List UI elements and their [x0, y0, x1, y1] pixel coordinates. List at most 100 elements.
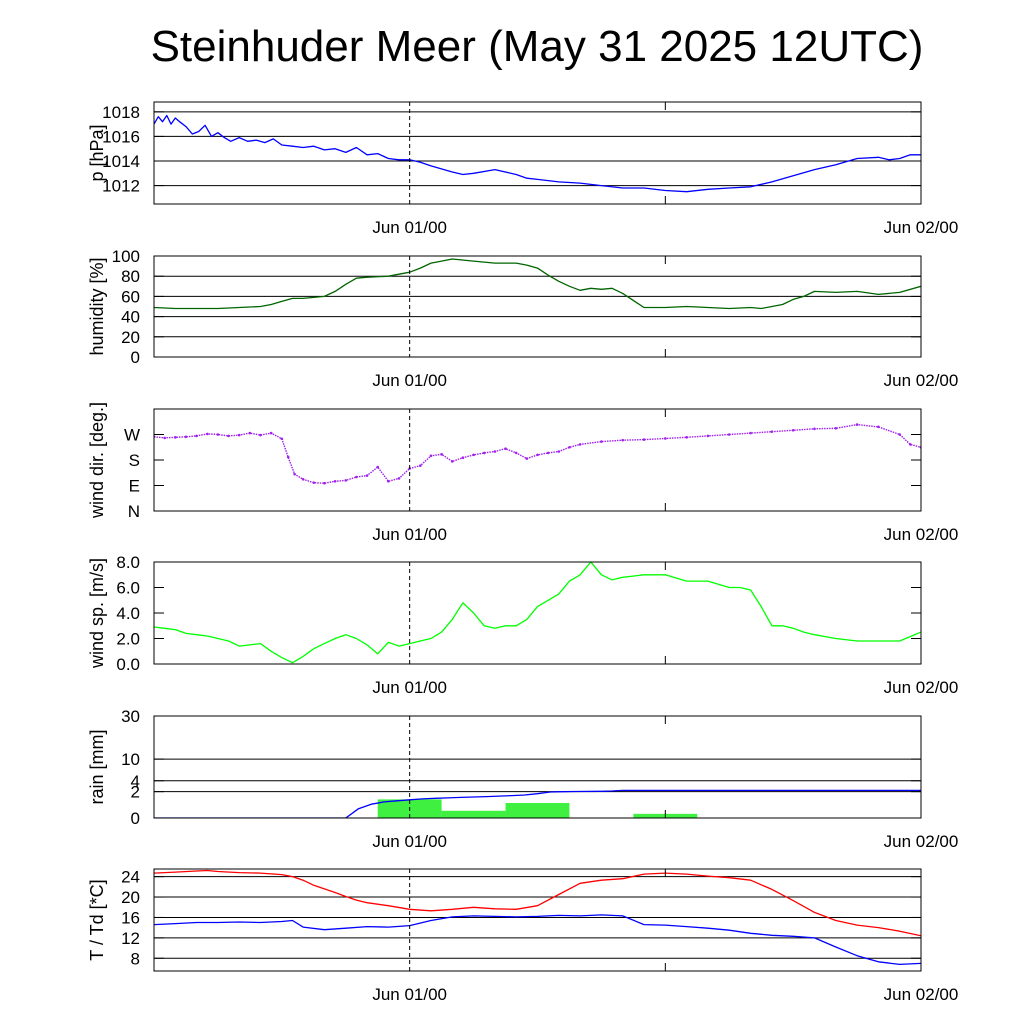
data-point [293, 472, 296, 476]
series-line-wind-speed-0 [154, 562, 921, 664]
series-line-wind-direction [154, 423, 921, 484]
data-point [365, 474, 369, 477]
y-tick-label: 20 [121, 888, 140, 907]
plot-frame [153, 868, 922, 972]
x-tick-label: Jun 02/00 [884, 218, 959, 237]
data-point [525, 457, 529, 460]
chart-title: Steinhuder Meer (May 31 2025 12UTC) [150, 22, 924, 71]
data-point [312, 481, 316, 484]
data-point [706, 434, 710, 438]
data-point [909, 443, 912, 446]
y-axis-label: humidity [%] [87, 257, 107, 355]
data-point [482, 451, 486, 455]
data-point [685, 436, 688, 439]
data-point [461, 456, 465, 460]
x-tick-label: Jun 02/00 [884, 832, 959, 851]
y-tick-label: 80 [121, 267, 140, 286]
y-tick-label: 10 [121, 750, 140, 769]
y-tick-label: 2.0 [116, 630, 140, 649]
data-point [216, 433, 220, 436]
data-point [174, 436, 177, 439]
x-tick-label: Jun 01/00 [372, 218, 447, 237]
data-point [813, 427, 816, 431]
series-line-rain-0 [154, 789, 921, 818]
data-point [664, 437, 667, 440]
y-tick-label: 20 [121, 328, 140, 347]
rain-bar [505, 802, 570, 818]
data-point [557, 450, 561, 453]
x-tick-label: Jun 02/00 [884, 985, 959, 1004]
plot-frame [153, 715, 922, 819]
y-tick-label: 6.0 [116, 579, 140, 598]
data-point [727, 433, 731, 436]
plot-frame [153, 101, 922, 205]
data-point [600, 440, 603, 443]
data-point [621, 438, 625, 442]
y-tick-label: 40 [121, 308, 140, 327]
x-tick-label: Jun 02/00 [884, 678, 959, 697]
y-tick-label: S [129, 451, 140, 470]
data-point [301, 477, 305, 481]
y-tick-label: 0 [131, 348, 140, 367]
y-tick-label: 2 [131, 783, 140, 802]
data-point [536, 453, 539, 457]
x-tick-label: Jun 01/00 [372, 832, 447, 851]
data-point [429, 454, 433, 458]
series-line-temperature-1 [154, 914, 921, 966]
y-axis-label: wind dir. [deg.] [87, 402, 107, 519]
data-point [286, 455, 290, 459]
data-point [749, 431, 752, 435]
panel-rain: Jun 01/00 Jun 02/00 0 24 10 30 rain [mm] [87, 707, 958, 851]
data-point [397, 477, 401, 480]
y-tick-label: 1014 [102, 152, 140, 171]
y-tick-label: 16 [121, 908, 140, 927]
x-tick-label: Jun 01/00 [372, 525, 447, 544]
y-tick-label: 60 [121, 287, 140, 306]
data-point [642, 438, 646, 441]
data-point [387, 479, 390, 483]
y-tick-label: 1018 [102, 103, 140, 122]
y-axis-label: rain [mm] [87, 729, 107, 804]
y-tick-label: 0.0 [116, 655, 140, 674]
data-point [227, 434, 230, 438]
y-tick-label: 8.0 [116, 553, 140, 572]
y-tick-label: 12 [121, 929, 140, 948]
panel-wind-speed: Jun 01/00 Jun 02/00 0.0 2.0 4.0 6.0 8.0 wind sp… [87, 553, 958, 697]
data-point [472, 453, 475, 457]
y-tick-label: 8 [131, 949, 140, 968]
y-axis-label: T / Td [*C] [87, 879, 107, 960]
plot-frame [153, 255, 922, 358]
data-point [205, 432, 209, 436]
x-tick-label: Jun 02/00 [884, 371, 959, 390]
x-tick-label: Jun 01/00 [372, 678, 447, 697]
data-point [376, 465, 380, 469]
data-point [578, 443, 582, 446]
y-tick-label: E [129, 477, 140, 496]
data-point [195, 434, 198, 438]
x-tick-label: Jun 01/00 [372, 371, 447, 390]
data-point [450, 460, 454, 463]
series-line-humidity-0 [154, 258, 921, 310]
y-tick-label: 24 [121, 868, 140, 887]
y-tick-label: W [124, 426, 140, 445]
data-point [248, 431, 252, 435]
x-tick-label: Jun 02/00 [884, 525, 959, 544]
data-point [855, 423, 859, 426]
y-tick-label: 1012 [102, 177, 140, 196]
y-tick-label: 0 [131, 809, 140, 828]
data-point [877, 425, 880, 429]
data-point [770, 430, 774, 433]
data-point [898, 433, 901, 436]
data-point [504, 447, 507, 450]
y-tick-label: 30 [121, 707, 140, 726]
data-point [344, 479, 348, 482]
plot-frame [153, 561, 922, 665]
data-point [163, 436, 166, 440]
rain-bar [441, 810, 506, 818]
data-point [280, 437, 284, 441]
y-tick-label: 4.0 [116, 604, 140, 623]
y-axis-label: wind sp. [m/s] [87, 558, 107, 669]
